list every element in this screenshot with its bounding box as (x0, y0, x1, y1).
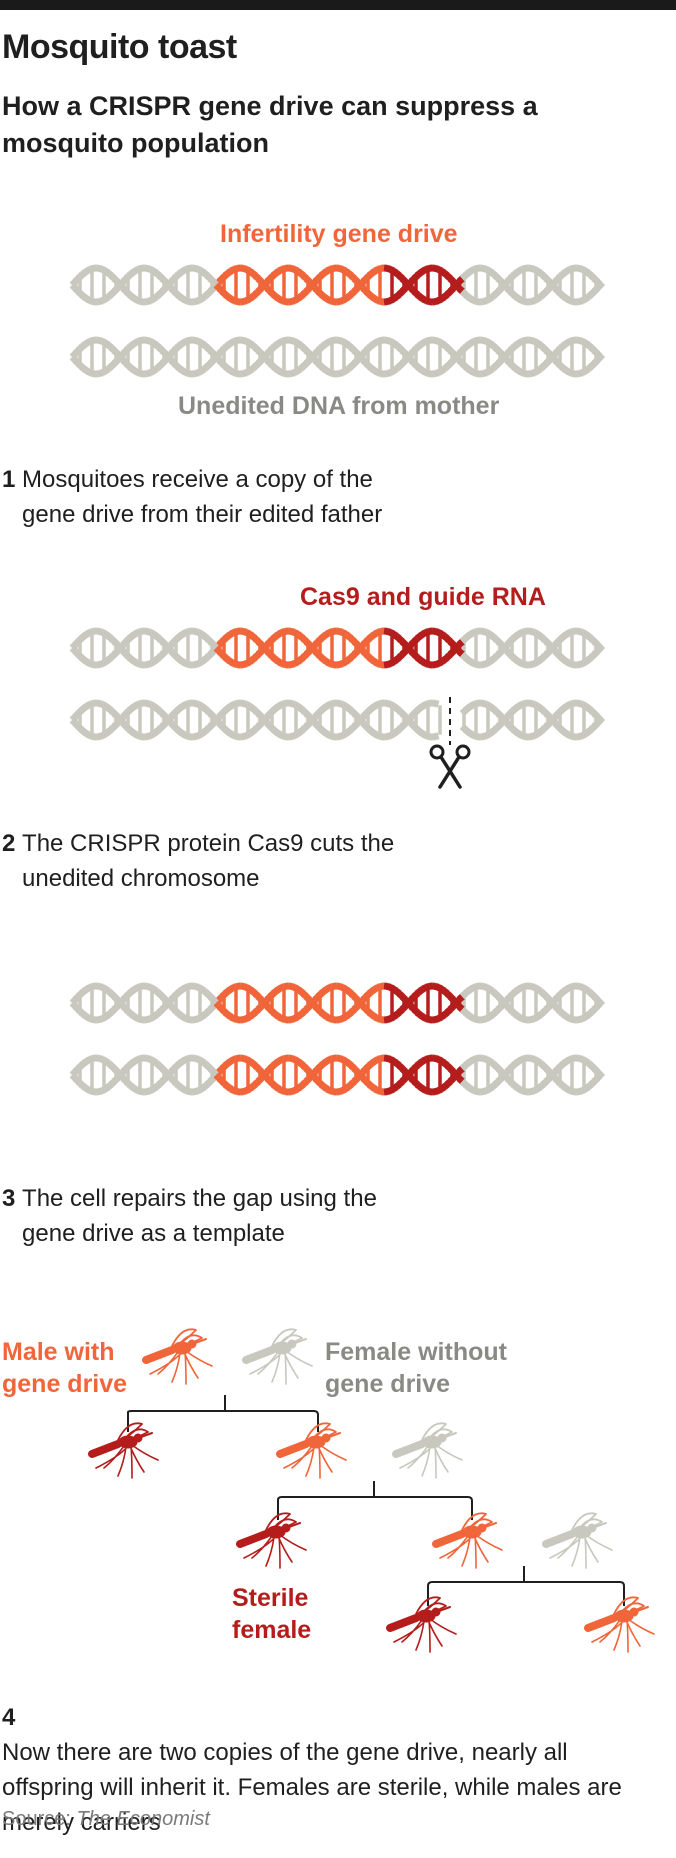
sterile-label-line2: female (232, 1616, 312, 1644)
step-1-text: Mosquitoes receive a copy of the gene dr… (22, 466, 383, 528)
male-label-line2: gene drive (2, 1370, 128, 1398)
top-bar (0, 0, 676, 10)
mosquito-male-gen2 (432, 1512, 503, 1569)
sterile-female-label: Sterile female (232, 1582, 311, 1646)
dna-edited-step2 (69, 627, 605, 669)
cas9-label: Cas9 and guide RNA (300, 583, 546, 611)
step-4-text: Now there are two copies of the gene dri… (2, 1739, 622, 1836)
unedited-dna-label: Unedited DNA from mother (178, 392, 500, 420)
mosquito-male-drive (142, 1328, 213, 1385)
mosquito-layer (88, 1328, 655, 1653)
step-3-text: The cell repairs the gap using the gene … (22, 1185, 377, 1247)
scissors-icon (429, 697, 471, 789)
page-title: Mosquito toast (2, 28, 237, 66)
mosquito-sterile-gen2 (236, 1512, 307, 1569)
sterile-label-line1: Sterile (232, 1584, 309, 1612)
female-label: Female without gene drive (325, 1336, 507, 1400)
mosquito-female-wild-gen2 (542, 1512, 613, 1569)
mosquito-sterile-gen1 (88, 1422, 159, 1479)
page-subtitle: How a CRISPR gene drive can suppress a m… (2, 91, 538, 158)
infertility-gene-drive-label: Infertility gene drive (220, 220, 458, 248)
dna-cut-step2 (69, 699, 605, 741)
step-2-text: The CRISPR protein Cas9 cuts the unedite… (22, 830, 395, 892)
male-label-line1: Male with (2, 1338, 115, 1366)
step-1: 1 Mosquitoes receive a copy of the gene … (2, 462, 622, 532)
dna-repaired-top (69, 982, 605, 1024)
dna-layer (69, 264, 605, 1096)
mosquito-female-wild (242, 1328, 313, 1385)
source-note: Source: The Economist (2, 1808, 210, 1831)
mosquito-female-wild-gen1 (392, 1422, 463, 1479)
step-3-number: 3 (2, 1185, 16, 1212)
dna-father-edited (69, 264, 605, 306)
step-1-number: 1 (2, 466, 16, 493)
family-tree-brackets (127, 1395, 625, 1606)
mosquito-male-gen3 (584, 1596, 655, 1653)
dna-repaired-bottom (69, 1054, 605, 1096)
female-label-line2: gene drive (325, 1370, 451, 1398)
mosquito-male-gen1 (276, 1422, 347, 1479)
source-prefix: Source: (2, 1808, 77, 1830)
step-3: 3 The cell repairs the gap using the gen… (2, 1181, 622, 1251)
male-label: Male with gene drive (2, 1336, 127, 1400)
mosquito-sterile-gen3 (386, 1596, 457, 1653)
female-label-line1: Female without (325, 1338, 507, 1366)
step-4-number: 4 (2, 1704, 16, 1731)
step-4: 4 Now there are two copies of the gene d… (2, 1700, 622, 1840)
step-2-number: 2 (2, 830, 16, 857)
step-2: 2 The CRISPR protein Cas9 cuts the unedi… (2, 826, 622, 896)
source-name: The Economist (76, 1808, 210, 1830)
dna-mother-unedited (69, 336, 605, 378)
